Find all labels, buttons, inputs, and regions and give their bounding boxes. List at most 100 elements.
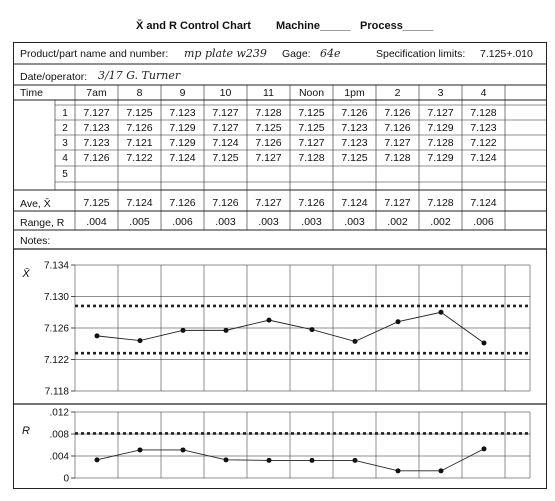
measurement-cell: 7.129 — [169, 122, 195, 134]
measurement-cell: 7.126 — [83, 152, 109, 164]
xbar-point — [223, 327, 229, 333]
average-cell: 7.127 — [384, 197, 410, 209]
range-cell: .004 — [86, 216, 107, 228]
machine-label: Machine_____ — [276, 20, 351, 32]
measurement-cell: 7.127 — [255, 152, 281, 164]
range-cell: .003 — [215, 216, 236, 228]
time-header: 2 — [395, 87, 401, 99]
measurement-cell: 7.124 — [470, 152, 496, 164]
xbar-point — [438, 309, 444, 315]
measurement-cell: 7.128 — [384, 152, 410, 164]
time-header: 10 — [220, 87, 232, 99]
xbar-tick-label: 7.130 — [44, 292, 69, 303]
measurement-cell: 7.126 — [384, 107, 410, 119]
form-frame — [13, 42, 547, 489]
range-tick-label: 0 — [63, 474, 69, 485]
range-cell: .006 — [473, 216, 494, 228]
range-cell: .003 — [344, 216, 365, 228]
range-point — [438, 468, 444, 474]
time-header: 4 — [481, 87, 487, 99]
spec-label: Specification limits: — [376, 48, 466, 60]
time-header: 1pm — [344, 87, 365, 99]
measurement-cell: 7.125 — [298, 122, 324, 134]
ave-label: Ave, X̄ — [20, 198, 51, 210]
measurement-cell: 7.127 — [298, 137, 324, 149]
sample-number: 3 — [62, 138, 68, 149]
range-point — [395, 468, 401, 474]
range-point — [180, 447, 186, 453]
sample-number: 2 — [62, 123, 68, 134]
measurement-cell: 7.125 — [298, 107, 324, 119]
average-cell: 7.124 — [126, 197, 152, 209]
range-tick-label: .004 — [50, 452, 70, 463]
average-cell: 7.126 — [169, 197, 195, 209]
time-label: Time — [20, 87, 43, 99]
time-header: 3 — [438, 87, 444, 99]
measurement-cell: 7.123 — [470, 122, 496, 134]
measurement-cell: 7.127 — [83, 107, 109, 119]
average-cell: 7.128 — [427, 197, 453, 209]
measurement-cell: 7.128 — [470, 107, 496, 119]
range-point — [266, 457, 272, 463]
measurement-cell: 7.128 — [427, 137, 453, 149]
xbar-tick-label: 7.134 — [44, 261, 69, 272]
measurement-cell: 7.124 — [212, 137, 238, 149]
measurement-cell: 7.123 — [83, 137, 109, 149]
measurement-cell: 7.127 — [212, 122, 238, 134]
measurement-cell: 7.123 — [83, 122, 109, 134]
measurement-cell: 7.128 — [255, 107, 281, 119]
xbar-point — [180, 327, 186, 333]
range-point — [352, 457, 358, 463]
xbar-tick-label: 7.126 — [44, 324, 69, 335]
sample-number: 4 — [62, 153, 68, 164]
time-header: 9 — [180, 87, 186, 99]
gage-value: 64e — [320, 47, 341, 60]
product-label: Product/part name and number: — [20, 48, 169, 60]
range-tick-label: .012 — [50, 408, 70, 419]
range-y-label: R — [22, 425, 30, 437]
average-cell: 7.124 — [341, 197, 367, 209]
range-point — [309, 457, 315, 463]
average-cell: 7.126 — [212, 197, 238, 209]
average-cell: 7.125 — [83, 197, 109, 209]
range-cell: .006 — [172, 216, 193, 228]
measurement-cell: 7.126 — [255, 137, 281, 149]
average-cell: 7.126 — [298, 197, 324, 209]
xbar-point — [481, 340, 487, 346]
time-header: 7am — [86, 87, 107, 99]
xbar-point — [352, 338, 358, 344]
range-tick-label: .008 — [50, 430, 70, 441]
measurement-cell: 7.125 — [341, 152, 367, 164]
measurement-cell: 7.121 — [126, 137, 152, 149]
xbar-point — [137, 338, 143, 344]
xbar-tick-label: 7.122 — [44, 355, 69, 366]
xbar-y-label: X̄ — [21, 267, 30, 280]
measurement-cell: 7.127 — [212, 107, 238, 119]
average-cell: 7.127 — [255, 197, 281, 209]
measurement-cell: 7.123 — [341, 122, 367, 134]
average-cell: 7.124 — [470, 197, 496, 209]
time-header: 8 — [137, 87, 143, 99]
time-header: Noon — [299, 87, 324, 99]
range-point — [137, 447, 143, 453]
measurement-cell: 7.125 — [126, 107, 152, 119]
date-operator-label: Date/operator: — [20, 71, 88, 83]
range-label: Range, R — [20, 217, 65, 229]
measurement-cell: 7.129 — [427, 122, 453, 134]
product-value: mp plate w239 — [184, 47, 267, 60]
range-point — [223, 457, 229, 463]
xbar-point — [309, 327, 315, 333]
time-header: 11 — [263, 87, 274, 99]
range-point — [481, 446, 487, 452]
gage-label: Gage: — [282, 48, 311, 60]
spec-value: 7.125+.010 — [480, 48, 533, 60]
range-cell: .003 — [258, 216, 279, 228]
measurement-cell: 7.128 — [298, 152, 324, 164]
measurement-cell: 7.126 — [384, 122, 410, 134]
range-cell: .005 — [129, 216, 150, 228]
range-cell: .003 — [301, 216, 322, 228]
xbar-point — [94, 333, 100, 339]
measurement-cell: 7.123 — [341, 137, 367, 149]
measurement-cell: 7.125 — [212, 152, 238, 164]
